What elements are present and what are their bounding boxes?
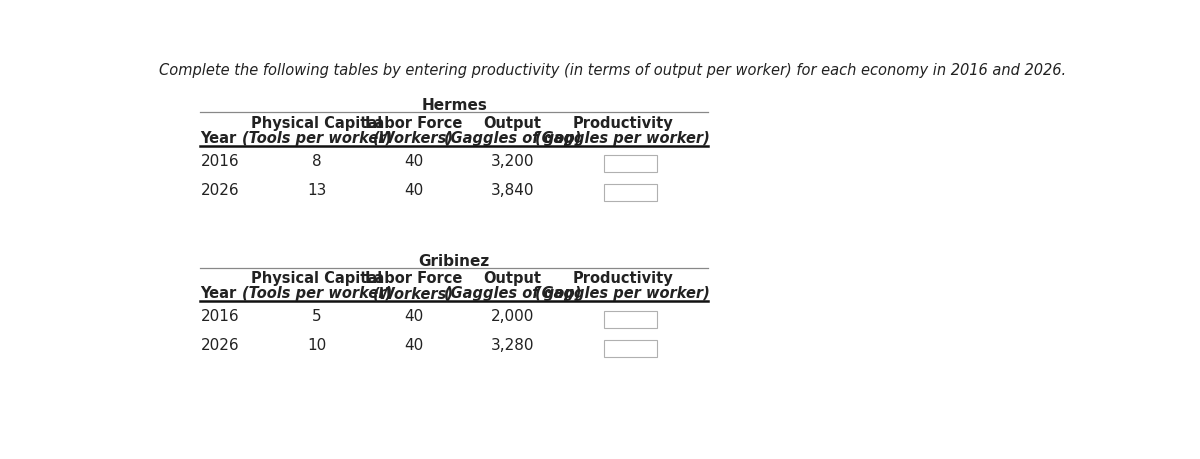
Text: (Gaggles of gop): (Gaggles of gop) bbox=[444, 130, 581, 146]
Text: 2026: 2026 bbox=[200, 183, 239, 198]
Text: Labor Force: Labor Force bbox=[365, 271, 462, 286]
Text: Complete the following tables by entering productivity (in terms of output per w: Complete the following tables by enterin… bbox=[160, 63, 1067, 78]
Text: Hermes: Hermes bbox=[421, 98, 487, 113]
Text: 40: 40 bbox=[404, 338, 424, 353]
Text: (Tools per worker): (Tools per worker) bbox=[241, 286, 391, 301]
Text: (Gaggles of gop): (Gaggles of gop) bbox=[444, 286, 581, 301]
Text: Year: Year bbox=[200, 286, 236, 301]
Bar bbox=[604, 340, 656, 357]
Text: (Workers): (Workers) bbox=[373, 286, 454, 301]
Text: (Gaggles per worker): (Gaggles per worker) bbox=[535, 130, 710, 146]
Text: 10: 10 bbox=[307, 338, 326, 353]
Text: Output: Output bbox=[484, 271, 541, 286]
Text: Physical Capital: Physical Capital bbox=[251, 116, 383, 131]
Text: Labor Force: Labor Force bbox=[365, 116, 462, 131]
Text: 8: 8 bbox=[312, 154, 322, 168]
Text: Productivity: Productivity bbox=[572, 116, 673, 131]
Text: Year: Year bbox=[200, 130, 236, 146]
Text: 2026: 2026 bbox=[200, 338, 239, 353]
Bar bbox=[604, 311, 656, 328]
Text: 2,000: 2,000 bbox=[491, 309, 534, 324]
Text: 3,840: 3,840 bbox=[491, 183, 534, 198]
Text: 2016: 2016 bbox=[200, 154, 239, 168]
Text: Gribinez: Gribinez bbox=[419, 254, 490, 269]
Text: 5: 5 bbox=[312, 309, 322, 324]
Text: (Gaggles per worker): (Gaggles per worker) bbox=[535, 286, 710, 301]
Text: (Workers): (Workers) bbox=[373, 130, 454, 146]
Text: 40: 40 bbox=[404, 183, 424, 198]
Bar bbox=[604, 185, 656, 202]
Text: Physical Capital: Physical Capital bbox=[251, 271, 383, 286]
Text: Productivity: Productivity bbox=[572, 271, 673, 286]
Text: 3,280: 3,280 bbox=[491, 338, 534, 353]
Text: 2016: 2016 bbox=[200, 309, 239, 324]
Text: Output: Output bbox=[484, 116, 541, 131]
Text: 13: 13 bbox=[307, 183, 326, 198]
Text: 40: 40 bbox=[404, 154, 424, 168]
Text: 40: 40 bbox=[404, 309, 424, 324]
Text: (Tools per worker): (Tools per worker) bbox=[241, 130, 391, 146]
Text: 3,200: 3,200 bbox=[491, 154, 534, 168]
Bar bbox=[604, 155, 656, 172]
